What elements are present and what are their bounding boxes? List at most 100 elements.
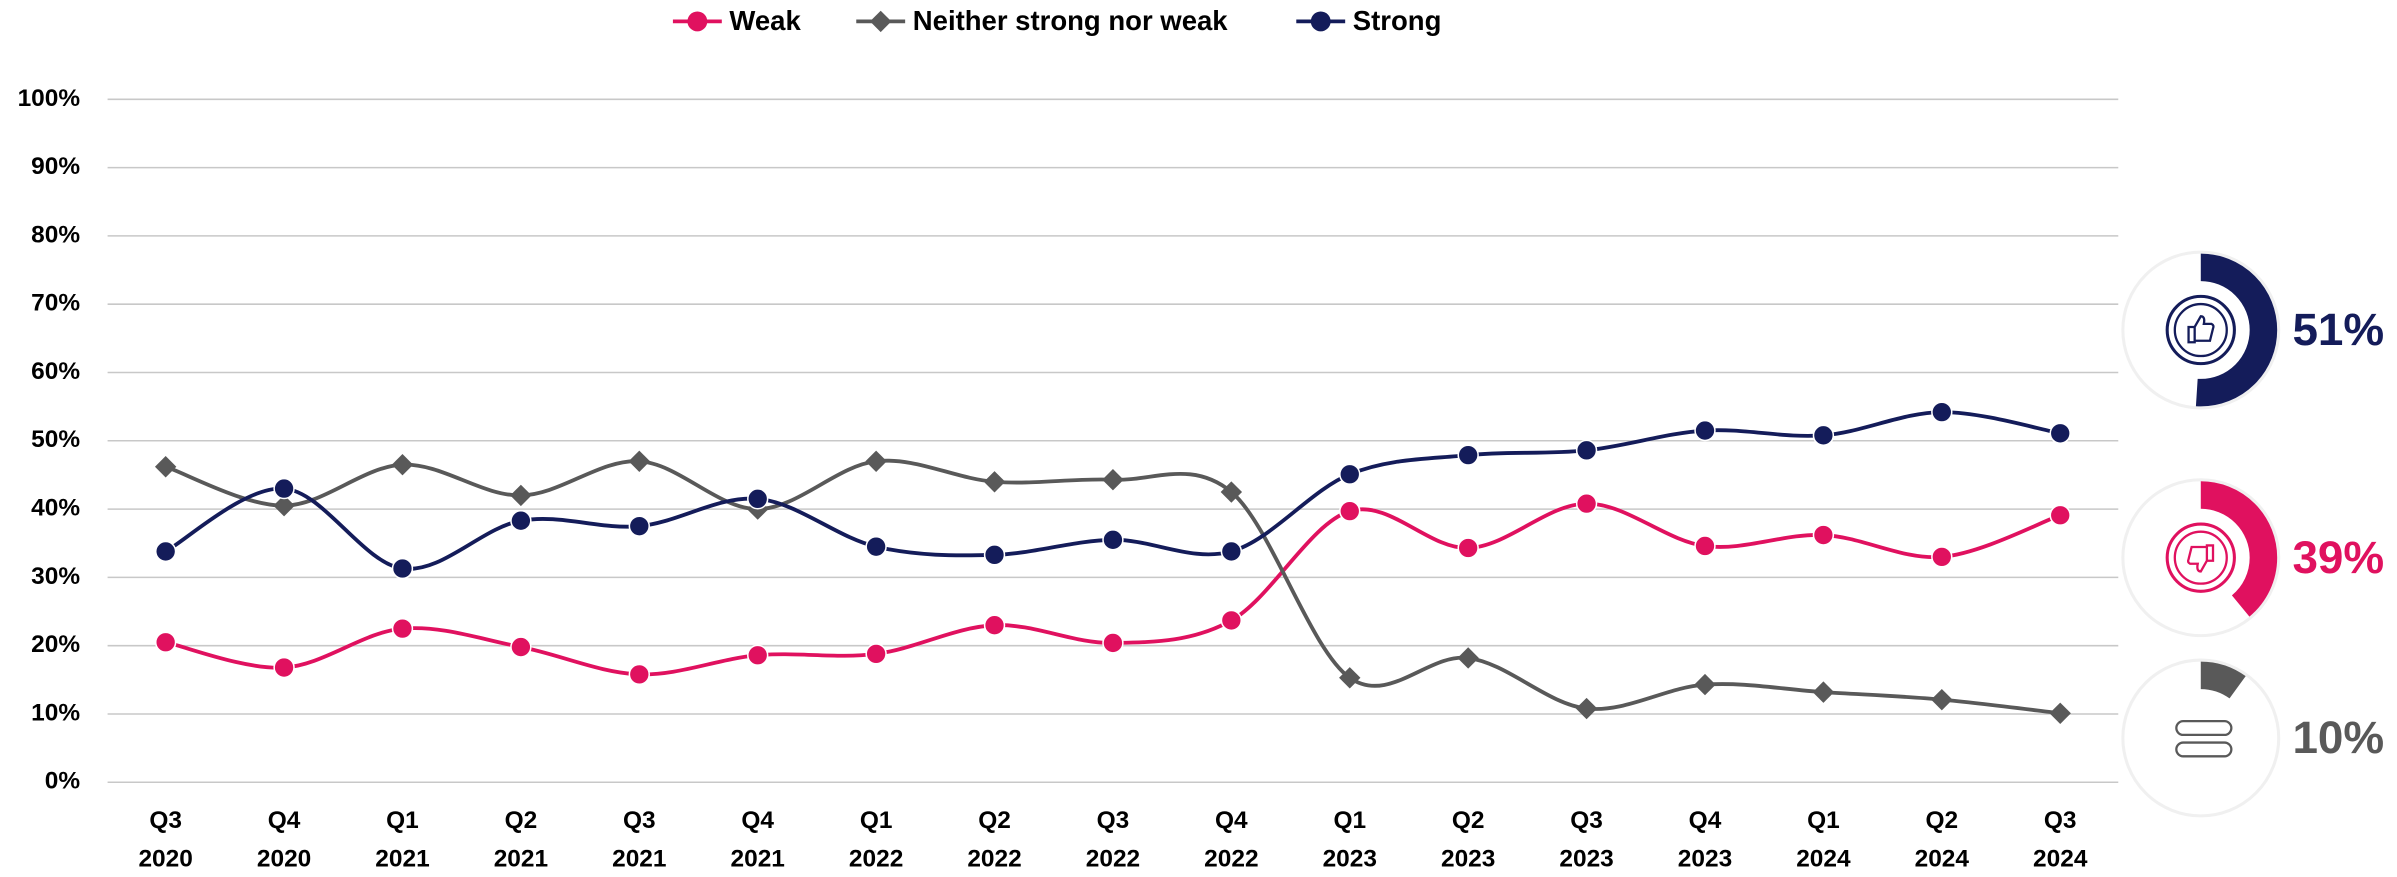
x-tick-label: Q2 2023 <box>1440 808 1496 873</box>
x-tick-label-box: Q3 2020 <box>138 808 193 873</box>
x-tick-label-box: Q3 2023 <box>1559 808 1613 872</box>
x-tick-label-box: Q3 2021 <box>612 808 667 873</box>
marker <box>154 631 177 653</box>
marker <box>2049 504 2071 526</box>
marker <box>1931 546 1953 568</box>
marker <box>628 450 650 472</box>
y-tick-label: 70% <box>31 290 80 317</box>
gauge-arc <box>2124 253 2278 407</box>
marker <box>983 614 1006 636</box>
thumbs-up <box>2187 315 2215 344</box>
marker <box>865 643 887 665</box>
x-tick-label-box: Q3 2024 <box>2033 808 2088 873</box>
marker <box>2049 702 2071 724</box>
marker <box>628 515 650 537</box>
icon-ring <box>2165 294 2236 366</box>
x-tick-label: Q1 2024 <box>1796 808 1851 873</box>
marker <box>1220 540 1243 563</box>
marker <box>1812 524 1835 546</box>
y-tick-label: 0% <box>45 768 81 795</box>
x-tick-label: Q4 2022 <box>1204 808 1259 873</box>
icon-bar <box>2175 741 2233 758</box>
thumbs-down <box>2186 544 2215 573</box>
marker <box>747 488 769 510</box>
marker <box>1575 697 1598 720</box>
marker <box>1102 469 1124 491</box>
y-tick-label: 30% <box>31 563 80 590</box>
marker <box>1575 492 1598 515</box>
marker <box>510 484 532 507</box>
icons <box>2165 294 2236 758</box>
x-tick-label: Q4 2023 <box>1677 808 1733 873</box>
x-tick-label: Q3 2020 <box>138 808 193 873</box>
marker <box>1220 481 1243 503</box>
legend-item: Weak <box>672 5 801 36</box>
marker <box>510 636 532 658</box>
legend-marker <box>687 11 708 32</box>
marker <box>1457 647 1479 669</box>
legend-label: Neither strong nor weak <box>913 5 1228 36</box>
icon-ring <box>2173 302 2228 358</box>
x-tick-label-box: Q4 2020 <box>256 808 312 873</box>
marker <box>1457 444 1479 466</box>
y-tick-label: 100% <box>18 85 81 112</box>
legend-marker <box>870 10 892 33</box>
x-tick-label-box: Q3 2022 <box>1085 808 1141 873</box>
marker <box>983 544 1006 566</box>
x-tick-label: Q2 2022 <box>967 808 1022 873</box>
x-tick-label-box: Q1 2024 <box>1796 808 1851 873</box>
marker <box>1339 463 1361 485</box>
legend-item: Neither strong nor weak <box>856 5 1228 36</box>
icon-bar <box>2175 720 2233 737</box>
x-tick-label-box: Q2 2024 <box>1915 808 1969 872</box>
x-tick-label: Q4 2020 <box>256 808 312 873</box>
gauge-label: 51% <box>2292 304 2384 355</box>
y-tick-label: 20% <box>31 631 80 658</box>
x-tick-label-box: Q1 2023 <box>1322 808 1377 873</box>
x-tick-label: Q3 2021 <box>612 808 667 873</box>
marker <box>1575 439 1598 462</box>
marker <box>1220 609 1243 632</box>
gauge-label: 39% <box>2292 532 2384 583</box>
icon-ring <box>2173 530 2228 585</box>
x-tick-label-box: Q4 2021 <box>730 808 785 873</box>
marker <box>1457 537 1479 559</box>
x-tick-label: Q1 2022 <box>848 808 904 873</box>
marker <box>865 535 887 558</box>
marker <box>983 471 1006 493</box>
marker <box>1812 424 1835 447</box>
marker <box>273 494 295 517</box>
marker <box>1931 401 1953 423</box>
marker <box>391 617 414 640</box>
x-tick-label-box: Q2 2021 <box>493 808 549 873</box>
marker <box>1694 673 1716 696</box>
x-tick-label: Q4 2021 <box>730 808 785 873</box>
gauge-arc <box>2124 661 2278 815</box>
y-tick-label: 90% <box>31 153 80 180</box>
marker <box>865 450 887 472</box>
x-tick-label: Q3 2022 <box>1085 808 1141 873</box>
x-tick-label: Q2 2021 <box>493 808 549 873</box>
y-tick-label: 80% <box>31 221 80 248</box>
x-tick-label-box: Q4 2023 <box>1677 808 1733 873</box>
marker <box>1812 681 1835 703</box>
legend-label: Weak <box>729 5 801 36</box>
marker <box>391 557 414 580</box>
series-line <box>165 458 2061 716</box>
marker <box>391 454 414 476</box>
marker <box>273 477 295 500</box>
marker <box>1102 632 1124 654</box>
gauge-bg <box>2121 658 2281 818</box>
marker <box>1931 688 1953 711</box>
marker <box>747 644 769 666</box>
x-tick-label: Q3 2024 <box>2033 808 2088 873</box>
marker <box>628 663 650 686</box>
marker <box>273 656 295 679</box>
marker <box>510 510 532 532</box>
y-tick-label: 10% <box>31 699 80 726</box>
marker <box>154 456 177 478</box>
x-tick-label-box: Q1 2022 <box>848 808 904 873</box>
x-tick-label: Q1 2023 <box>1322 808 1377 873</box>
icon-ring <box>2165 522 2236 593</box>
